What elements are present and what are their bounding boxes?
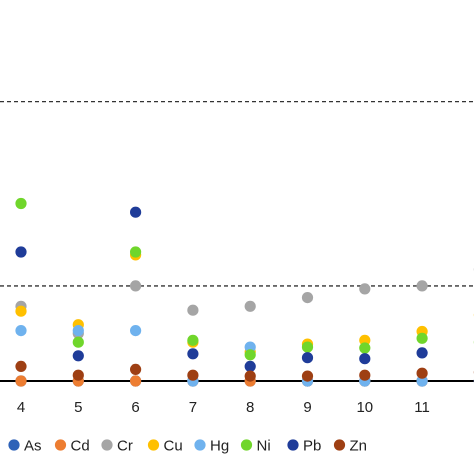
legend-marker-zn — [333, 439, 346, 451]
point-cr-7 — [187, 304, 199, 316]
point-hg-4 — [15, 325, 27, 337]
legend-label-cr: Cr — [117, 438, 133, 455]
legend-marker-as — [8, 439, 20, 451]
point-hg-8 — [244, 341, 256, 353]
legend-label-cd: Cd — [71, 438, 90, 455]
point-cr-11 — [416, 280, 428, 292]
point-ni-8 — [244, 349, 256, 361]
legend-label-zn: Zn — [350, 438, 368, 455]
x-tick-label-0: 4 — [17, 399, 25, 416]
point-zn-5 — [72, 369, 84, 381]
x-tick-label-1: 5 — [74, 399, 82, 416]
point-cr-10 — [359, 283, 371, 295]
x-axis-tick-labels: 45678910111 — [17, 399, 430, 416]
legend-marker-cr — [101, 439, 113, 451]
point-cd-4 — [15, 375, 27, 387]
x-tick-label-6: 10 — [356, 399, 373, 416]
legend-label-hg: Hg — [210, 438, 229, 455]
legend-marker-cu — [147, 439, 160, 451]
point-ni-11 — [416, 332, 428, 344]
point-zn-8 — [244, 370, 256, 382]
point-hg-6 — [130, 325, 142, 337]
point-zn-6 — [130, 363, 142, 375]
x-tick-label-3: 7 — [189, 399, 197, 416]
legend-marker-hg — [194, 439, 206, 451]
point-cr-6 — [130, 280, 142, 292]
point-pb-9 — [301, 352, 314, 364]
point-cu-10 — [359, 334, 371, 346]
point-zn-11 — [416, 367, 428, 379]
legend: As Cd Cr Cu Hg Ni Pb Zn — [8, 438, 367, 455]
legend-marker-cd — [54, 439, 67, 451]
point-zn-7 — [187, 369, 199, 381]
x-tick-label-2: 6 — [131, 399, 139, 416]
point-ni-7 — [187, 334, 199, 346]
point-pb-7 — [187, 348, 199, 360]
point-pb-8 — [244, 360, 256, 372]
point-cu-4 — [15, 305, 27, 317]
point-ni-10 — [359, 342, 371, 354]
point-pb-4 — [15, 246, 27, 258]
point-cd-6 — [130, 375, 142, 387]
point-pb-10 — [359, 353, 371, 365]
reference-lines — [0, 100, 474, 382]
legend-label-as: As — [24, 438, 42, 455]
x-tick-label-7: 11 — [414, 399, 430, 416]
point-ni-9 — [301, 341, 314, 353]
legend-label-cu: Cu — [164, 438, 183, 455]
point-pb-5 — [72, 350, 84, 362]
point-ni-5 — [72, 336, 84, 348]
legend-marker-pb — [287, 439, 299, 451]
point-hg-11 — [416, 375, 428, 387]
point-zn-10 — [359, 369, 371, 381]
x-tick-label-4: 8 — [246, 399, 254, 416]
point-ni-4 — [15, 197, 27, 210]
point-ni-6 — [130, 246, 142, 258]
data-points — [15, 197, 474, 387]
x-tick-label-5: 9 — [303, 399, 311, 416]
legend-label-pb: Pb — [303, 438, 321, 455]
point-zn-4 — [15, 360, 27, 372]
point-hg-5 — [72, 325, 84, 337]
point-cr-8 — [244, 300, 256, 312]
point-cr-9 — [301, 292, 314, 304]
point-pb-6 — [130, 206, 142, 218]
point-zn-9 — [301, 370, 314, 382]
legend-marker-ni — [240, 439, 253, 451]
legend-label-ni: Ni — [257, 438, 271, 455]
point-pb-11 — [416, 347, 428, 359]
